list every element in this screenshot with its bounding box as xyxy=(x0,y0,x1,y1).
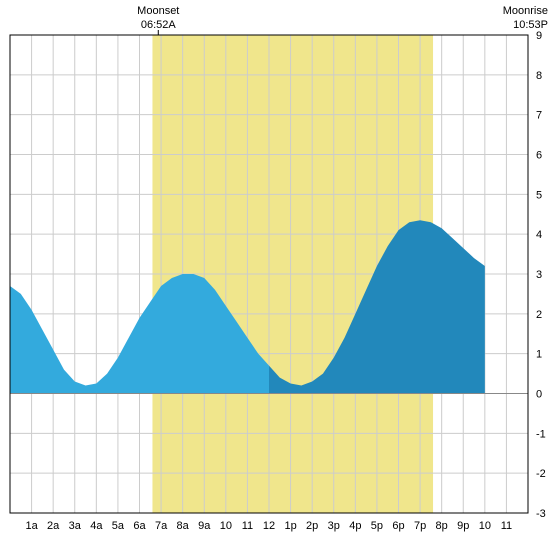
x-tick-label: 1p xyxy=(284,520,296,532)
x-tick-label: 10 xyxy=(220,520,232,532)
x-tick-label: 10 xyxy=(479,520,491,532)
chart-svg: 1a2a3a4a5a6a7a8a9a1011121p2p3p4p5p6p7p8p… xyxy=(0,0,550,550)
tide-chart: 1a2a3a4a5a6a7a8a9a1011121p2p3p4p5p6p7p8p… xyxy=(0,0,550,550)
x-tick-label: 1a xyxy=(25,520,38,532)
y-tick-label: 9 xyxy=(536,30,542,42)
moonrise-time: 10:53P xyxy=(513,19,548,31)
x-tick-label: 11 xyxy=(242,520,253,532)
x-tick-label: 4p xyxy=(349,520,361,532)
y-tick-label: -3 xyxy=(536,508,546,520)
x-tick-label: 7p xyxy=(414,520,426,532)
x-tick-label: 12 xyxy=(263,520,275,532)
y-tick-label: 1 xyxy=(536,349,542,361)
x-tick-label: 9a xyxy=(198,520,211,532)
y-tick-label: 7 xyxy=(536,110,542,122)
x-tick-label: 2a xyxy=(47,520,60,532)
y-tick-label: 0 xyxy=(536,389,542,401)
x-tick-label: 5p xyxy=(371,520,383,532)
y-tick-label: 6 xyxy=(536,150,542,162)
x-tick-label: 6p xyxy=(392,520,404,532)
x-tick-label: 8p xyxy=(436,520,448,532)
y-tick-label: -1 xyxy=(536,428,546,440)
moonset-time: 06:52A xyxy=(141,19,177,31)
x-tick-label: 3a xyxy=(69,520,82,532)
y-tick-label: 5 xyxy=(536,189,542,201)
moonrise-title: Moonrise xyxy=(503,5,548,17)
x-tick-label: 2p xyxy=(306,520,318,532)
x-tick-label: 9p xyxy=(457,520,469,532)
x-tick-label: 11 xyxy=(501,520,512,532)
x-tick-label: 7a xyxy=(155,520,168,532)
x-tick-label: 8a xyxy=(177,520,190,532)
y-tick-label: 4 xyxy=(536,229,542,241)
x-tick-label: 4a xyxy=(90,520,103,532)
y-tick-label: 3 xyxy=(536,269,542,281)
x-tick-label: 5a xyxy=(112,520,125,532)
x-tick-label: 3p xyxy=(328,520,340,532)
moonset-title: Moonset xyxy=(137,5,179,17)
y-tick-label: -2 xyxy=(536,468,546,480)
y-tick-label: 2 xyxy=(536,309,542,321)
y-tick-label: 8 xyxy=(536,70,542,82)
x-tick-label: 6a xyxy=(133,520,146,532)
